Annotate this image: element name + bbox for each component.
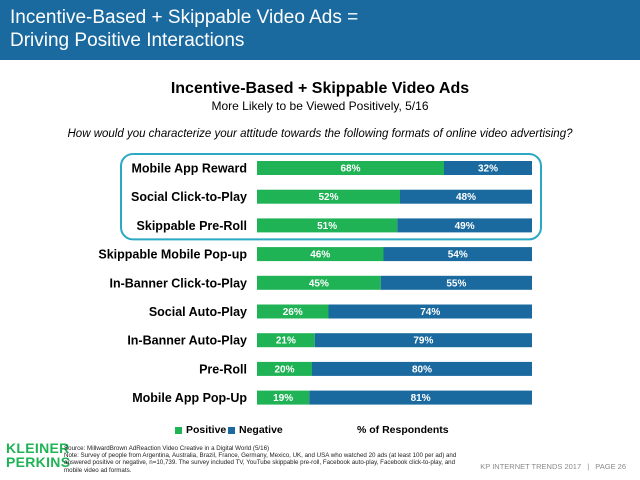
bar-social-click-to-play-negative [400, 189, 532, 204]
data-label-mobile-app-pop-up-negative: 81% [411, 393, 431, 404]
bar-in-banner-click-to-play-negative [380, 275, 532, 290]
data-label-social-auto-play-positive: 26% [283, 307, 303, 318]
bar-social-click-to-play-positive [257, 189, 400, 204]
data-label-skippable-pre-roll-positive: 51% [317, 221, 337, 232]
data-label-skippable-pre-roll-negative: 49% [455, 221, 475, 232]
header-banner: Incentive-Based + Skippable Video Ads = … [0, 0, 640, 60]
bar-pre-roll-positive [257, 361, 312, 376]
data-label-in-banner-click-to-play-negative: 55% [446, 278, 466, 289]
bar-in-banner-auto-play-positive [257, 333, 315, 348]
logo-line-1: KLEINER [6, 440, 70, 456]
category-label-social-auto-play: Social Auto-Play [149, 305, 247, 319]
legend-item-negative: Negative [228, 424, 283, 436]
data-label-skippable-mobile-pop-up-positive: 46% [310, 250, 330, 261]
bar-in-banner-click-to-play-positive [257, 275, 381, 290]
chart-title: Incentive-Based + Skippable Video Ads [170, 80, 470, 97]
category-label-social-click-to-play: Social Click-to-Play [131, 190, 247, 204]
category-label-skippable-pre-roll: Skippable Pre-Roll [137, 219, 247, 233]
kleiner-perkins-logo: KLEINER PERKINS [6, 440, 71, 470]
bar-mobile-app-pop-up-positive [257, 390, 310, 405]
highlight-frame [120, 153, 542, 241]
chart-legend: Positive Negative % of Respondents [175, 424, 505, 440]
bar-social-auto-play-positive [257, 304, 329, 319]
bar-mobile-app-reward-negative [444, 161, 532, 175]
category-label-mobile-app-pop-up: Mobile App Pop-Up [132, 391, 247, 405]
data-label-skippable-mobile-pop-up-negative: 54% [448, 250, 468, 261]
footer-page: PAGE 26 [595, 462, 626, 471]
bar-social-auto-play-negative [328, 304, 532, 319]
category-label-mobile-app-reward: Mobile App Reward [131, 162, 247, 176]
chart-subtitle: More Likely to be Viewed Positively, 5/1… [211, 99, 429, 113]
logo-line-2: PERKINS [6, 454, 71, 470]
category-label-pre-roll: Pre-Roll [199, 362, 247, 376]
source-note: Source: MillwardBrown AdReaction Video C… [64, 445, 474, 474]
bar-skippable-pre-roll-positive [257, 218, 398, 233]
x-axis-label-text: % of Respondents [357, 424, 449, 436]
bar-mobile-app-reward-positive [257, 161, 444, 175]
legend-label-negative: Negative [239, 424, 283, 436]
data-label-in-banner-auto-play-negative: 79% [413, 336, 433, 347]
source-text: Source: MillwardBrown AdReaction Video C… [64, 445, 270, 452]
data-label-social-click-to-play-negative: 48% [456, 192, 476, 203]
category-label-skippable-mobile-pop-up: Skippable Mobile Pop-up [98, 248, 247, 262]
bar-skippable-pre-roll-negative [397, 218, 532, 233]
legend-swatch-negative [228, 426, 235, 434]
data-label-social-auto-play-negative: 74% [420, 307, 440, 318]
data-label-pre-roll-negative: 80% [412, 364, 432, 375]
legend-label-positive: Positive [186, 424, 227, 436]
slide-title: Incentive-Based + Skippable Video Ads = … [10, 7, 359, 51]
category-label-in-banner-auto-play: In-Banner Auto-Play [127, 334, 247, 348]
bar-skippable-mobile-pop-up-positive [257, 247, 384, 262]
category-label-in-banner-click-to-play: In-Banner Click-to-Play [109, 276, 247, 290]
data-label-pre-roll-positive: 20% [274, 364, 294, 375]
data-label-mobile-app-reward-negative: 32% [478, 164, 498, 175]
data-label-mobile-app-pop-up-positive: 19% [273, 393, 293, 404]
bar-in-banner-auto-play-negative [314, 333, 532, 348]
bar-mobile-app-pop-up-negative [309, 390, 532, 405]
footer-separator: | [587, 462, 590, 471]
chart-question: How would you characterize your attitude… [67, 128, 573, 140]
data-label-in-banner-click-to-play-positive: 45% [309, 278, 329, 289]
data-label-social-click-to-play-positive: 52% [318, 192, 338, 203]
legend-swatch-positive [175, 426, 182, 434]
data-label-mobile-app-reward-positive: 68% [340, 164, 360, 175]
x-axis-label: % of Respondents [357, 424, 449, 436]
legend-item-positive: Positive [175, 424, 226, 436]
note-text: Note: Survey of people from Argentina, A… [64, 452, 457, 474]
bar-pre-roll-negative [312, 361, 532, 376]
bar-skippable-mobile-pop-up-negative [383, 247, 532, 262]
page-footer: KP INTERNET TRENDS 2017 | PAGE 26 [480, 462, 626, 471]
footer-trends: KP INTERNET TRENDS 2017 [480, 462, 582, 471]
data-label-in-banner-auto-play-positive: 21% [276, 336, 296, 347]
